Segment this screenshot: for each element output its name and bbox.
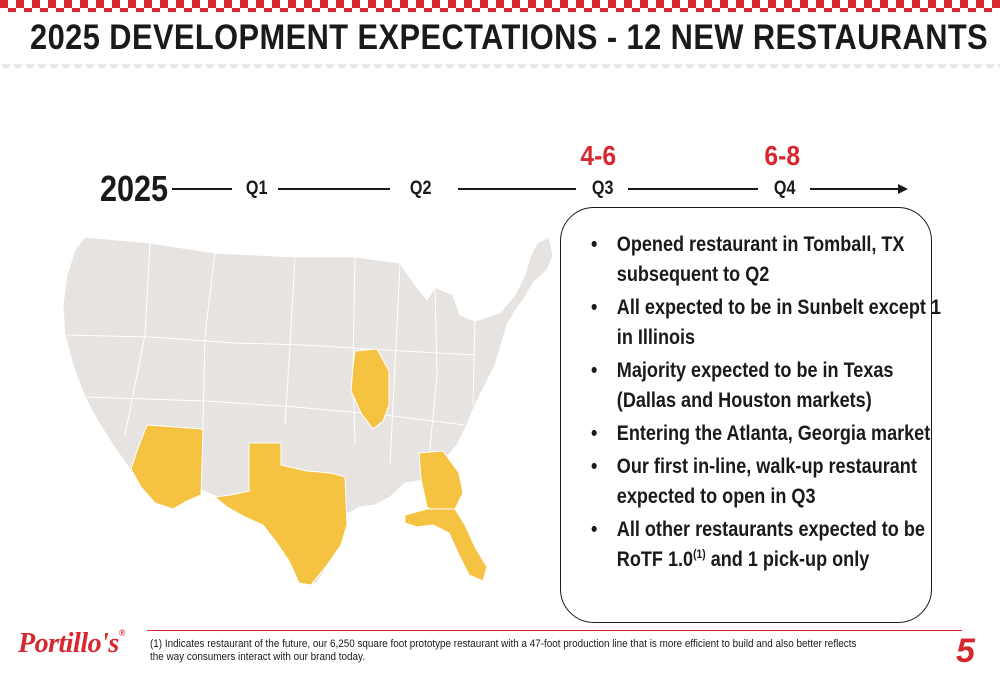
timeline-segment	[172, 188, 232, 190]
timeline-q2-label: Q2	[409, 178, 432, 199]
timeline-segment	[278, 188, 390, 190]
bullet-icon: •	[591, 233, 598, 256]
checkered-border-row	[0, 8, 1000, 12]
highlighted-states	[130, 348, 488, 586]
timeline-segment	[458, 188, 576, 190]
timeline-q3-label: Q3	[591, 178, 614, 199]
list-item: • Opened restaurant in Tomball, TX subseq…	[591, 230, 944, 290]
title-scalloped-divider	[0, 64, 1000, 74]
expectations-panel: • Opened restaurant in Tomball, TX subseq…	[560, 207, 941, 623]
state-texas	[213, 442, 348, 586]
expectations-list: • Opened restaurant in Tomball, TX subseq…	[561, 208, 941, 575]
bullet-icon: •	[591, 455, 598, 478]
timeline-q1-label: Q1	[245, 178, 268, 199]
bullet-icon: •	[591, 296, 598, 319]
timeline-segment	[628, 188, 758, 190]
list-item: • Majority expected to be in Texas (Dalla…	[591, 356, 944, 416]
bullet-icon: •	[591, 422, 598, 445]
footer-divider	[147, 630, 962, 631]
us-map	[62, 236, 554, 586]
state-florida	[404, 508, 488, 582]
list-item: • All other restaurants expected to be Ro…	[591, 515, 944, 575]
portillos-logo: Portillo's®	[18, 628, 126, 659]
timeline: 2025 Q1 Q2 4-6 Q3 6-8 Q4	[0, 140, 1000, 210]
timeline-year: 2025	[100, 168, 169, 209]
footnote-ref: (1)	[693, 547, 706, 561]
timeline-q3-count: 4-6	[580, 140, 617, 171]
state-arizona	[130, 424, 204, 510]
state-borders	[64, 242, 476, 488]
timeline-arrowhead	[898, 184, 908, 194]
list-item: • All expected to be in Sunbelt except 1 …	[591, 293, 944, 353]
timeline-segment	[810, 188, 900, 190]
page-title: 2025 DEVELOPMENT EXPECTATIONS - 12 NEW R…	[30, 18, 989, 57]
bullet-icon: •	[591, 359, 598, 382]
footnote: (1) Indicates restaurant of the future, …	[150, 638, 857, 663]
timeline-q4-label: Q4	[773, 178, 796, 199]
bullet-icon: •	[591, 518, 598, 541]
list-item: • Our first in-line, walk-up restaurant e…	[591, 452, 944, 512]
state-illinois	[350, 348, 390, 430]
timeline-q4-count: 6-8	[764, 140, 801, 171]
list-item: • Entering the Atlanta, Georgia market	[591, 419, 944, 449]
page-number: 5	[956, 632, 975, 670]
state-georgia	[418, 450, 464, 514]
checkered-border	[0, 0, 1000, 8]
